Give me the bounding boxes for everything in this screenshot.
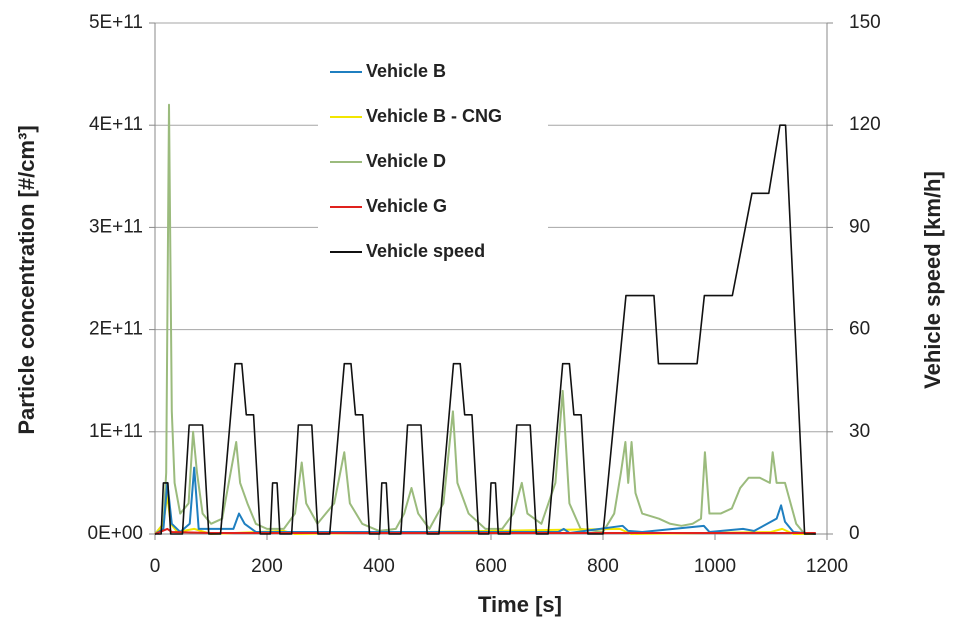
- y2-tick-label: 30: [849, 421, 870, 442]
- x-tick-label: 1000: [694, 556, 736, 577]
- legend-label: Vehicle B - CNG: [366, 106, 502, 126]
- x-tick-label: 800: [587, 556, 619, 577]
- y-tick-label: 1E+11: [89, 421, 143, 442]
- legend-label: Vehicle speed: [366, 241, 485, 261]
- x-tick-label: 200: [251, 556, 283, 577]
- y-tick-label: 3E+11: [89, 216, 143, 237]
- legend-label: Vehicle D: [366, 151, 446, 171]
- x-axis-title: Time [s]: [478, 592, 562, 617]
- y2-tick-label: 120: [849, 114, 881, 135]
- y2-tick-label: 150: [849, 12, 881, 33]
- series-line: [154, 527, 816, 535]
- legend-label: Vehicle G: [366, 196, 447, 216]
- y-tick-label: 5E+11: [89, 12, 143, 33]
- y2-axis-title: Vehicle speed [km/h]: [920, 171, 945, 389]
- series-line: [154, 466, 816, 535]
- x-tick-label: 1200: [806, 556, 848, 577]
- x-tick-label: 0: [150, 556, 161, 577]
- x-tick-label: 600: [475, 556, 507, 577]
- y2-tick-label: 90: [849, 216, 870, 237]
- x-tick-label: 400: [363, 556, 395, 577]
- y2-tick-label: 0: [849, 523, 860, 544]
- y2-tick-label: 60: [849, 319, 870, 340]
- y-tick-label: 0E+00: [88, 523, 143, 544]
- series-line: [154, 103, 816, 535]
- legend-label: Vehicle B: [366, 61, 446, 81]
- y-axis-title: Particle concentration [#/cm³]: [14, 125, 39, 434]
- y-tick-label: 2E+11: [89, 319, 143, 340]
- series-line: [155, 124, 816, 535]
- y-tick-label: 4E+11: [89, 114, 143, 135]
